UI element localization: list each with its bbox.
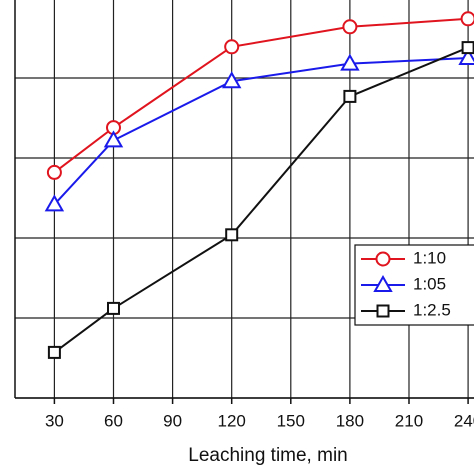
legend-label: 1:10 — [413, 248, 446, 267]
x-axis-label: Leaching time, min — [188, 445, 347, 466]
marker — [376, 304, 390, 318]
marker — [458, 47, 474, 65]
marker — [224, 39, 240, 55]
series-line — [53, 17, 469, 174]
legend-label: 1:05 — [413, 274, 446, 293]
marker — [460, 11, 474, 27]
marker — [373, 274, 393, 292]
x-tick-label: 60 — [104, 411, 123, 430]
marker — [46, 164, 62, 180]
marker — [343, 89, 357, 103]
marker — [342, 19, 358, 35]
marker — [461, 41, 474, 55]
x-tick-label: 120 — [218, 411, 246, 430]
marker — [225, 228, 239, 242]
marker — [375, 251, 391, 267]
x-tick-label: 240 — [454, 411, 474, 430]
x-tick-label: 90 — [163, 411, 182, 430]
x-tick-label: 210 — [395, 411, 423, 430]
marker — [340, 53, 360, 71]
x-tick-label: 30 — [45, 411, 64, 430]
legend-label: 1:2.5 — [413, 300, 451, 319]
marker — [221, 71, 242, 89]
marker — [103, 130, 124, 148]
x-tick-label: 180 — [336, 411, 364, 430]
marker — [106, 301, 120, 315]
marker — [44, 194, 65, 212]
x-tick-label: 150 — [277, 411, 305, 430]
marker — [47, 345, 61, 359]
